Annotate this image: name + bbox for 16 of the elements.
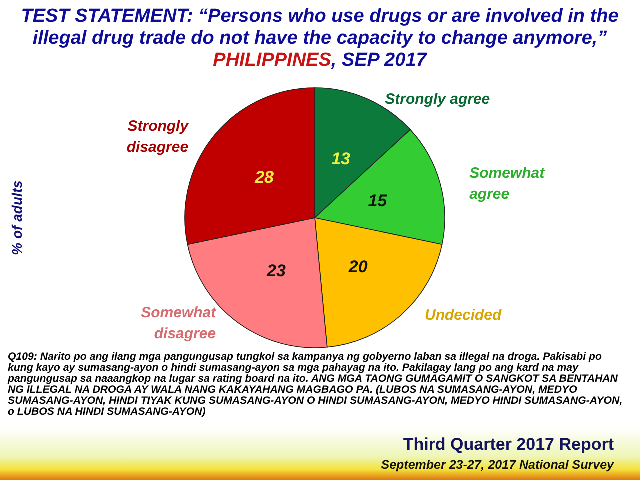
chart-title: TEST STATEMENT: “Persons who use drugs or are involved in the illegal drug trade do not have the capacity to change anymore,” — [21, 6, 620, 49]
chart-subtitle: PHILIPPINES, SEP 2017 — [213, 50, 428, 71]
text: Q109: Narito po ang ilang mga pangungusap tungkol sa kampanya ng gobyerno laban sa illegal na droga. Pakisabi po kung kayo ay sumasang-ayon o hindi sumasang-ayon sa mga pahayag na ito. Pakilagay lang po ang kard na may pangungusap sa naaangkop na lugar sa rating board na ito. ANG MGA TAONG GUMAGAMIT O SANGKOT SA BENTAHAN NG ILLEGAL NA DROGA AY WALA NANG KAKAYAHANG MAGBAGO PA. (LUBOS NA SUMASANG-AYON, MEDYO SUMASANG-AYON, HINDI TIYAK KUNG SUMASANG-AYON O HINDI SUMASANG-AYON, MEDYO HINDI SUMASANG-AYON, o LUBOS NA HINDI SUMASANG-AYON) — [7, 351, 623, 418]
slice-label: Somewhat agree — [470, 165, 546, 204]
slice-label: Somewhat disagree — [141, 304, 218, 342]
slice-label: Strongly agree — [385, 91, 490, 108]
text: September 23-27, 2017 National Survey — [381, 458, 616, 472]
data-label: 28 — [254, 168, 275, 187]
data-label: 13 — [332, 149, 352, 168]
text: % of adults — [9, 180, 25, 256]
slice-label: Strongly disagree — [126, 118, 190, 156]
data-label: 20 — [348, 257, 368, 276]
data-label: 23 — [266, 261, 286, 280]
data-label: 15 — [368, 192, 388, 211]
text: Third Quarter 2017 Report — [403, 435, 614, 454]
slice-label: Undecided — [425, 307, 503, 324]
